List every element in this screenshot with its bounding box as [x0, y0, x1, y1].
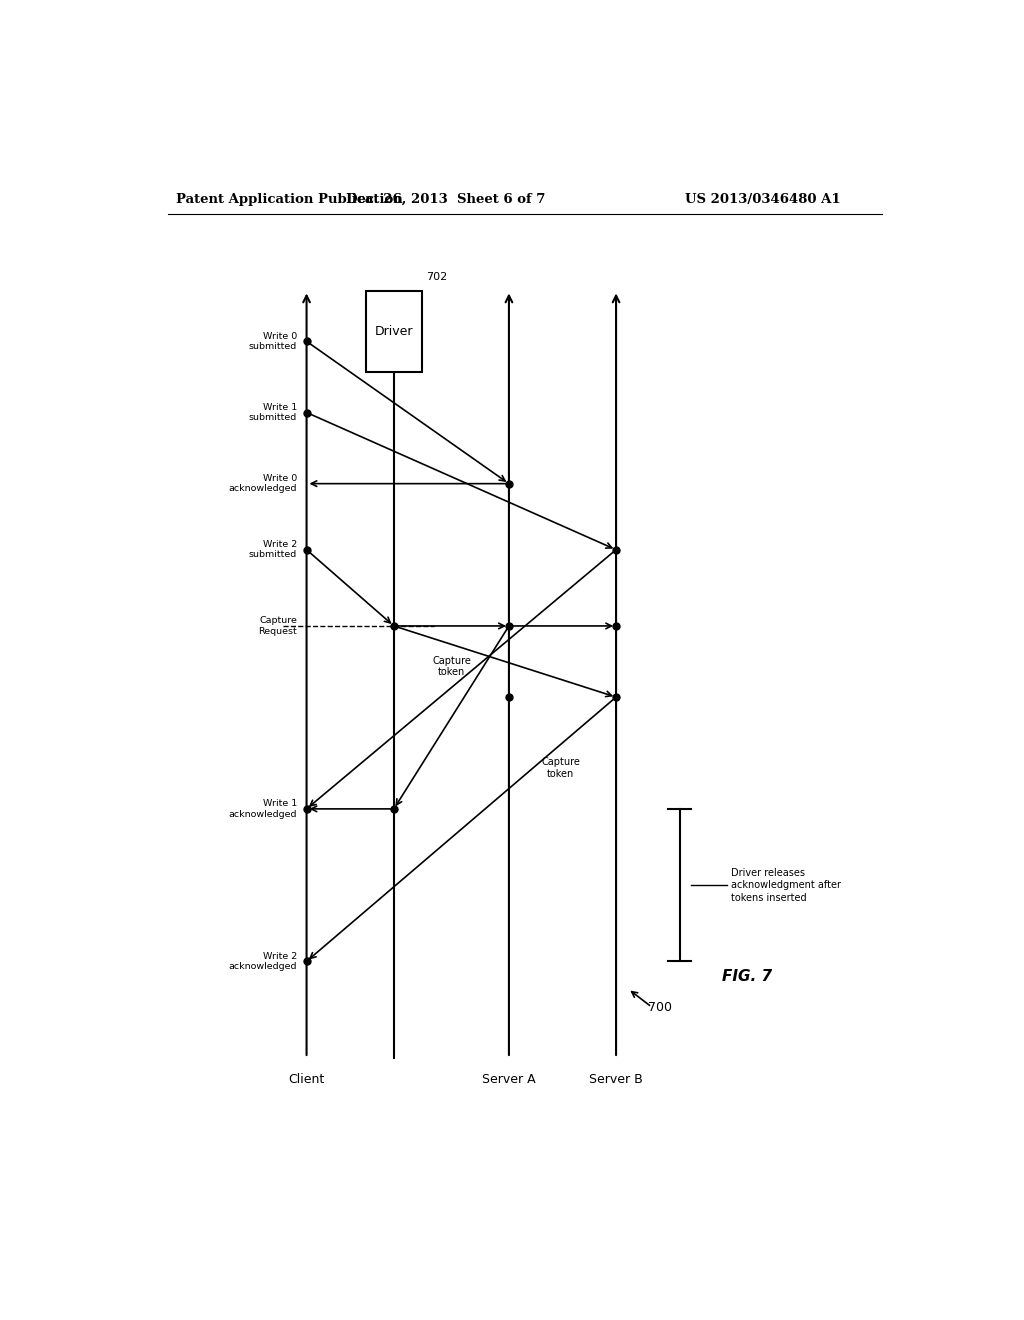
- Text: Write 0
submitted: Write 0 submitted: [249, 331, 297, 351]
- Text: 700: 700: [648, 1001, 672, 1014]
- Text: Dec. 26, 2013  Sheet 6 of 7: Dec. 26, 2013 Sheet 6 of 7: [346, 193, 545, 206]
- Text: Patent Application Publication: Patent Application Publication: [176, 193, 402, 206]
- Text: Write 1
acknowledged: Write 1 acknowledged: [228, 799, 297, 818]
- Text: Capture
token: Capture token: [541, 758, 580, 779]
- Text: Server B: Server B: [589, 1073, 643, 1086]
- Text: Driver: Driver: [375, 325, 413, 338]
- Text: Write 1
submitted: Write 1 submitted: [249, 403, 297, 422]
- Text: Write 2
submitted: Write 2 submitted: [249, 540, 297, 560]
- Text: Driver releases
acknowledgment after
tokens inserted: Driver releases acknowledgment after tok…: [731, 867, 841, 903]
- Text: Client: Client: [289, 1073, 325, 1086]
- Bar: [367, 290, 422, 372]
- Text: Server A: Server A: [482, 1073, 536, 1086]
- Text: US 2013/0346480 A1: US 2013/0346480 A1: [685, 193, 841, 206]
- Text: 702: 702: [426, 272, 446, 282]
- Text: Write 0
acknowledged: Write 0 acknowledged: [228, 474, 297, 494]
- Text: Write 2
acknowledged: Write 2 acknowledged: [228, 952, 297, 972]
- Text: Capture
token: Capture token: [432, 656, 471, 677]
- Text: FIG. 7: FIG. 7: [722, 969, 772, 985]
- Text: Capture
Request: Capture Request: [258, 616, 297, 636]
